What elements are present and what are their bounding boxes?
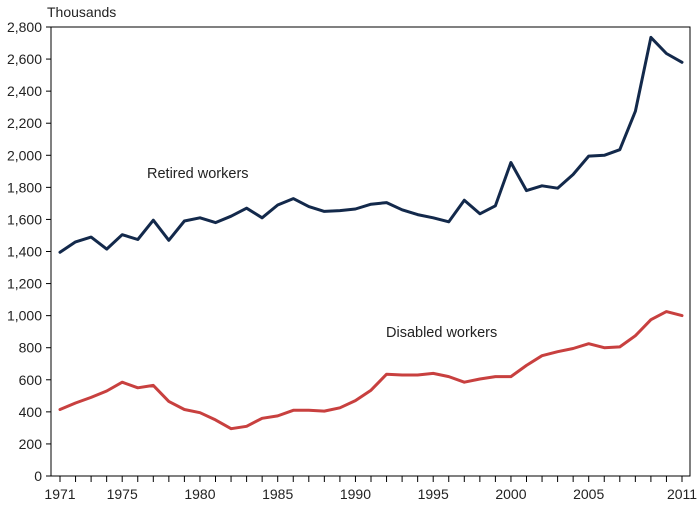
y-tick-label: 2,000 <box>7 147 42 163</box>
y-tick-label: 1,600 <box>7 211 42 227</box>
y-tick-label: 1,200 <box>7 276 42 292</box>
y-tick-label: 2,600 <box>7 51 42 67</box>
series-label-retired-workers: Retired workers <box>147 166 249 182</box>
series-label-disabled-workers: Disabled workers <box>386 325 497 341</box>
series-lines <box>58 35 684 431</box>
series-line-disabled-workers <box>58 310 684 431</box>
y-tick-label: 0 <box>34 468 42 484</box>
y-unit-label: Thousands <box>47 4 116 20</box>
y-tick-label: 600 <box>19 372 43 388</box>
y-tick-label: 1,400 <box>7 244 42 260</box>
x-tick-label: 1971 <box>44 486 75 502</box>
plot-frame <box>50 26 691 477</box>
y-tick-label: 400 <box>19 404 43 420</box>
y-tick-label: 1,000 <box>7 308 42 324</box>
y-tick-label: 200 <box>19 436 43 452</box>
x-tick-label: 1975 <box>107 486 138 502</box>
x-tick-label: 2011 <box>667 486 697 502</box>
x-tick-label: 1990 <box>340 486 371 502</box>
x-tick-label: 2005 <box>573 486 604 502</box>
x-tick-label: 1995 <box>418 486 449 502</box>
y-tick-label: 2,800 <box>7 19 42 35</box>
y-tick-label: 2,200 <box>7 115 42 131</box>
x-tick-label: 1985 <box>262 486 293 502</box>
series-line-retired-workers <box>58 35 684 254</box>
x-tick-label: 2000 <box>495 486 526 502</box>
x-axis: 1971 1975 1980 1985 1990 1995 2000 2005 2011 <box>44 476 697 502</box>
y-axis: 0 200 400 600 800 1,000 1,200 1,400 1,600 1,800 2,… <box>7 19 51 484</box>
y-tick-label: 1,800 <box>7 179 42 195</box>
x-tick-label: 1980 <box>184 486 215 502</box>
y-tick-label: 2,400 <box>7 83 42 99</box>
y-tick-label: 800 <box>19 340 43 356</box>
